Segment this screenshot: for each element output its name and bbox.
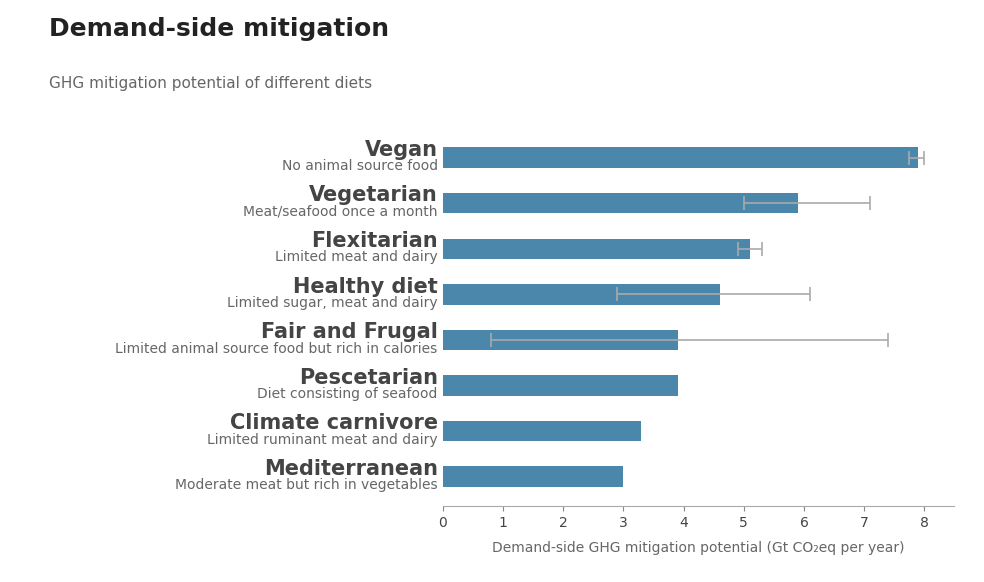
X-axis label: Demand-side GHG mitigation potential (Gt CO₂eq per year): Demand-side GHG mitigation potential (Gt… [492, 541, 905, 555]
Text: Limited animal source food but rich in calories: Limited animal source food but rich in c… [115, 342, 438, 356]
Text: Healthy diet: Healthy diet [293, 276, 438, 297]
Bar [443, 375, 678, 396]
Text: Pescetarian: Pescetarian [299, 368, 438, 388]
Bar [443, 284, 719, 304]
Text: Vegetarian: Vegetarian [309, 186, 438, 205]
Bar [443, 239, 750, 259]
Text: Demand-side mitigation: Demand-side mitigation [49, 17, 390, 41]
Text: Meat/seafood once a month: Meat/seafood once a month [243, 205, 438, 219]
Text: Fair and Frugal: Fair and Frugal [261, 322, 438, 342]
Bar [443, 421, 642, 441]
Text: Climate carnivore: Climate carnivore [229, 413, 438, 434]
Text: Flexitarian: Flexitarian [311, 231, 438, 251]
Bar [443, 330, 678, 350]
Text: Diet consisting of seafood: Diet consisting of seafood [257, 387, 438, 401]
Text: No animal source food: No animal source food [281, 159, 438, 173]
Bar [443, 147, 918, 168]
Text: Mediterranean: Mediterranean [264, 459, 438, 479]
Text: GHG mitigation potential of different diets: GHG mitigation potential of different di… [49, 76, 372, 91]
Text: Limited ruminant meat and dairy: Limited ruminant meat and dairy [207, 433, 438, 447]
Bar [443, 193, 798, 214]
Text: Moderate meat but rich in vegetables: Moderate meat but rich in vegetables [175, 478, 438, 492]
Text: Vegan: Vegan [365, 140, 438, 160]
Text: Limited meat and dairy: Limited meat and dairy [275, 250, 438, 264]
Text: Limited sugar, meat and dairy: Limited sugar, meat and dairy [227, 296, 438, 310]
Bar [443, 466, 624, 487]
